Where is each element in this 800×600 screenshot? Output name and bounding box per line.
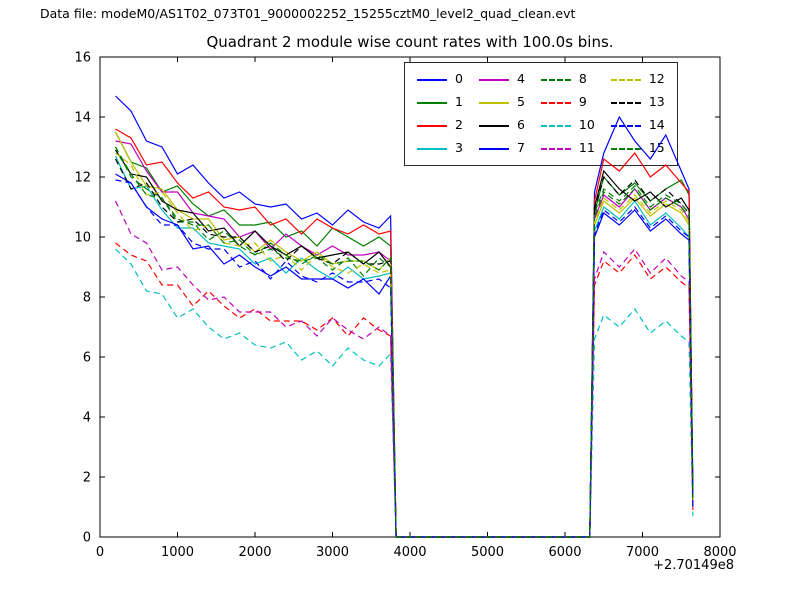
- legend-label-0: 0: [455, 71, 463, 87]
- legend-line-sample-1: [417, 101, 447, 104]
- y-tick-label: 12: [74, 171, 91, 186]
- y-tick-label: 0: [83, 531, 91, 546]
- series-line-2: [115, 128, 694, 538]
- y-tick-label: 2: [83, 471, 91, 486]
- series-line-11: [114, 200, 694, 538]
- legend-item-2: 2: [417, 119, 463, 132]
- legend-item-1: 1: [417, 96, 463, 109]
- legend-label-14: 14: [648, 117, 665, 133]
- legend-label-8: 8: [578, 71, 587, 87]
- legend-item-11: 11: [540, 140, 595, 156]
- legend-line-sample-12: [610, 78, 641, 81]
- y-tick-label: 8: [83, 291, 91, 306]
- legend-line-sample-4: [478, 78, 509, 81]
- legend-line-sample-7: [478, 147, 509, 150]
- legend-item-12: 12: [610, 71, 665, 87]
- series-line-7: [115, 173, 694, 538]
- legend-label-4: 4: [516, 71, 525, 87]
- legend-item-14: 14: [610, 117, 665, 133]
- x-tick-label: 1000: [161, 545, 194, 560]
- legend-line-sample-0: [417, 78, 447, 81]
- legend-line-sample-11: [540, 147, 571, 150]
- legend-line-sample-2: [417, 124, 447, 127]
- legend-label-12: 12: [648, 71, 665, 87]
- x-tick-label: 4000: [393, 545, 426, 560]
- legend-line-sample-14: [610, 124, 641, 127]
- x-tick-label: 3000: [316, 545, 349, 560]
- legend-line-sample-10: [540, 124, 571, 127]
- legend-item-6: 6: [478, 117, 525, 133]
- chart-title: Quadrant 2 module wise count rates with …: [206, 33, 614, 51]
- legend-label-1: 1: [455, 94, 463, 110]
- legend-label-11: 11: [578, 140, 595, 156]
- series-line-4: [115, 140, 694, 538]
- y-tick-label: 10: [74, 231, 91, 246]
- series-line-15: [114, 146, 694, 538]
- legend-item-0: 0: [417, 73, 463, 86]
- legend-label-6: 6: [516, 117, 525, 133]
- y-tick-label: 14: [74, 111, 91, 126]
- legend-label-2: 2: [455, 117, 463, 133]
- chart-legend: 0 1 2 3 4 5 6 7 8 9 10 11 12 13 14 15: [404, 62, 678, 166]
- legend-item-3: 3: [417, 142, 463, 155]
- legend-label-7: 7: [516, 140, 525, 156]
- legend-item-5: 5: [478, 94, 525, 110]
- legend-label-3: 3: [455, 140, 463, 156]
- legend-item-10: 10: [540, 117, 595, 133]
- legend-label-13: 13: [648, 94, 665, 110]
- data-file-label: Data file: modeM0/AS1T02_073T01_90000022…: [40, 6, 576, 21]
- x-tick-label: 2000: [238, 545, 271, 560]
- series-line-1: [114, 131, 694, 538]
- x-axis-offset-label: +2.70149e8: [653, 558, 734, 573]
- legend-item-13: 13: [610, 94, 665, 110]
- legend-line-sample-5: [478, 101, 509, 104]
- legend-line-sample-8: [540, 78, 571, 81]
- series-line-13: [114, 158, 694, 538]
- series-line-14: [115, 179, 694, 538]
- y-tick-label: 6: [83, 351, 91, 366]
- legend-line-sample-9: [540, 101, 571, 104]
- series-line-10: [115, 248, 694, 538]
- legend-label-15: 15: [648, 140, 665, 156]
- legend-line-sample-3: [417, 147, 447, 150]
- legend-item-9: 9: [540, 94, 595, 110]
- series-line-9: [115, 242, 694, 538]
- series-line-12: [115, 152, 694, 538]
- y-tick-label: 16: [74, 51, 91, 66]
- series-line-6: [114, 149, 694, 538]
- series-line-8: [114, 146, 694, 538]
- y-tick-label: 4: [83, 411, 91, 426]
- legend-label-10: 10: [578, 117, 595, 133]
- x-tick-label: 6000: [548, 545, 581, 560]
- x-tick-label: 5000: [471, 545, 504, 560]
- x-tick-label: 0: [96, 545, 104, 560]
- legend-line-sample-15: [610, 147, 641, 150]
- legend-item-4: 4: [478, 71, 525, 87]
- legend-item-15: 15: [610, 140, 665, 156]
- legend-line-sample-6: [478, 124, 509, 127]
- legend-label-5: 5: [516, 94, 525, 110]
- series-line-3: [114, 155, 694, 538]
- series-line-5: [114, 131, 694, 538]
- legend-line-sample-13: [610, 101, 641, 104]
- legend-label-9: 9: [578, 94, 587, 110]
- legend-item-7: 7: [478, 140, 525, 156]
- legend-item-8: 8: [540, 71, 595, 87]
